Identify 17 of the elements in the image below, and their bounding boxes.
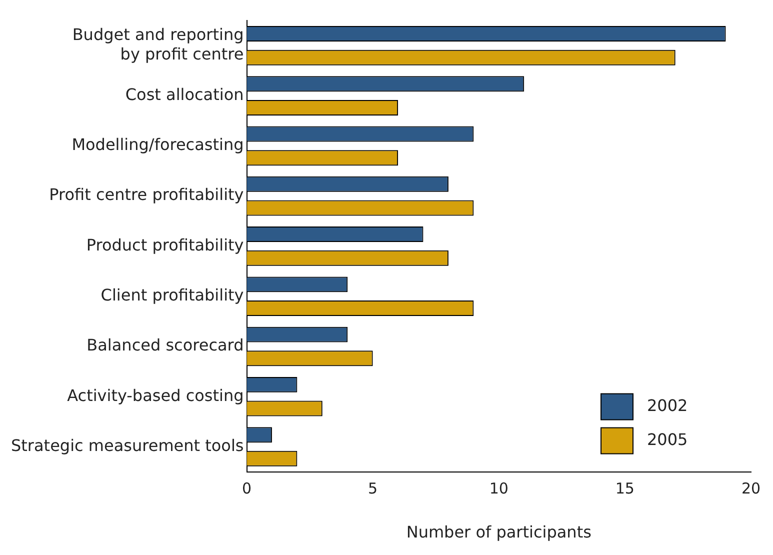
y-tick-label: Product profitability [86,235,244,254]
y-tick-label: Strategic measurement tools [10,436,244,455]
y-tick-label: Cost allocation [125,84,244,104]
y-tick-label: Profit centre profitability [49,185,244,204]
legend-label: 2005 [647,430,688,449]
x-tick-label: 5 [368,480,378,498]
y-tick-label: Budget and reporting by profit centre [72,25,244,64]
legend-label: 2002 [647,396,688,415]
y-tick-label: Client profitability [100,285,244,304]
y-tick-label: Balanced scorecard [86,336,244,355]
y-tick-label: Activity-based costing [67,386,244,405]
y-tick-label: Modelling/forecasting [72,135,244,154]
x-tick-label: 15 [615,480,634,498]
x-tick-label: 10 [489,480,508,498]
x-tick-label: 0 [242,480,252,498]
x-tick-label: 20 [741,480,761,498]
x-axis-title: Number of participants [406,522,592,542]
